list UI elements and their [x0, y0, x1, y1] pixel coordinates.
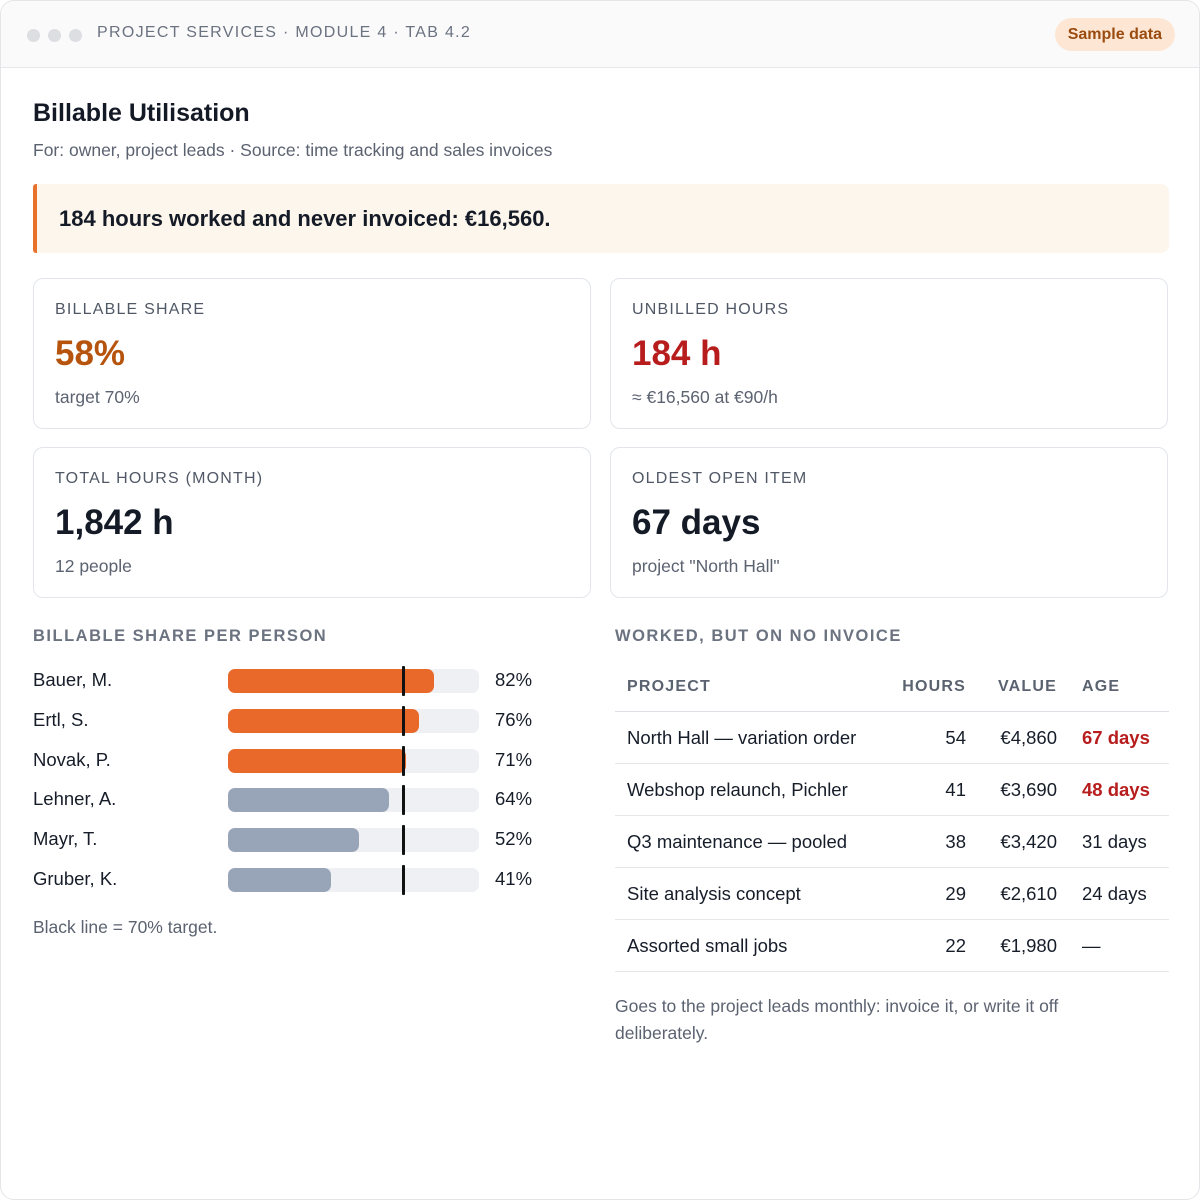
column-header-project[interactable]: PROJECT	[627, 678, 711, 695]
bar-fill	[228, 868, 331, 892]
target-line	[402, 865, 406, 895]
target-line	[402, 825, 406, 856]
cell-value: €1,980	[1000, 935, 1057, 956]
window-close-control[interactable]	[27, 29, 40, 42]
person-percent: 52%	[495, 828, 533, 850]
person-percent: 71%	[495, 748, 533, 770]
cell-age: 48 days	[1082, 779, 1150, 800]
cell-age: 31 days	[1082, 831, 1147, 852]
window-zoom-control[interactable]	[69, 29, 82, 42]
person-row: Novak, P. 71%	[33, 745, 553, 776]
cell-age: —	[1082, 935, 1101, 956]
kpi-note: target 70%	[55, 387, 140, 407]
bar-fill	[228, 708, 419, 733]
unbilled-table-title: WORKED, BUT ON NO INVOICE	[615, 627, 902, 645]
cell-value: €4,860	[1000, 727, 1057, 748]
table-row[interactable]: Webshop relaunch, Pichler 41 €3,690 48 days	[615, 764, 1169, 816]
person-name: Gruber, K.	[33, 868, 118, 889]
billable-chart-title: BILLABLE SHARE PER PERSON	[33, 627, 328, 645]
bar-fill	[228, 748, 407, 773]
cell-project: Q3 maintenance — pooled	[627, 831, 848, 852]
table-row[interactable]: North Hall — variation order 54 €4,860 67 d…	[615, 712, 1169, 764]
kpi-label: UNBILLED HOURS	[632, 301, 790, 318]
person-row: Lehner, A. 64%	[33, 785, 553, 816]
page-subtitle: For: owner, project leads · Source: time…	[33, 140, 553, 160]
bar-track	[228, 865, 479, 895]
person-row: Mayr, T. 52%	[33, 825, 553, 856]
bar-track	[228, 745, 479, 776]
cell-age: 67 days	[1082, 727, 1150, 748]
column-header-age[interactable]: AGE	[1082, 678, 1121, 695]
kpi-card-total-hours: TOTAL HOURS (MONTH) 1,842 h 12 people	[33, 447, 591, 598]
kpi-label: BILLABLE SHARE	[55, 301, 206, 318]
cell-value: €3,420	[1000, 831, 1057, 852]
title-bar: PROJECT SERVICES · MODULE 4 · TAB 4.2 Sa…	[1, 1, 1199, 68]
person-name: Ertl, S.	[33, 708, 89, 730]
person-row: Bauer, M. 82%	[33, 666, 553, 696]
kpi-note: ≈ €16,560 at €90/h	[632, 387, 778, 407]
kpi-card-oldest-open-item: OLDEST OPEN ITEM 67 days project "North …	[610, 447, 1168, 598]
bar-track	[228, 825, 479, 856]
cell-project: North Hall — variation order	[627, 727, 857, 748]
person-name: Mayr, T.	[33, 828, 98, 850]
target-line	[402, 785, 406, 816]
person-name: Novak, P.	[33, 748, 111, 770]
unbilled-work-table: PROJECT HOURS VALUE AGE North Hall — var…	[615, 665, 1169, 972]
cell-age: 24 days	[1082, 883, 1147, 904]
page-title: Billable Utilisation	[33, 99, 250, 127]
person-percent: 64%	[495, 788, 533, 810]
person-row: Gruber, K. 41%	[33, 865, 553, 895]
kpi-value: 1,842 h	[55, 503, 174, 542]
bar-fill	[228, 828, 359, 853]
bar-track	[228, 705, 479, 736]
table-footnote: Goes to the project leads monthly: invoi…	[615, 996, 1059, 1043]
cell-hours: 22	[945, 935, 966, 956]
person-percent: 82%	[495, 669, 533, 690]
column-header-hours[interactable]: HOURS	[902, 678, 966, 695]
kpi-note: 12 people	[55, 556, 132, 576]
kpi-card-billable-share: BILLABLE SHARE 58% target 70%	[33, 278, 591, 429]
cell-value: €2,610	[1000, 883, 1057, 904]
kpi-label: OLDEST OPEN ITEM	[632, 470, 808, 487]
target-line	[402, 666, 406, 696]
table-row[interactable]: Q3 maintenance — pooled 38 €3,420 31 days	[615, 816, 1169, 868]
chart-legend-note: Black line = 70% target.	[33, 917, 218, 937]
person-percent: 41%	[495, 868, 533, 889]
bar-track	[228, 785, 479, 816]
kpi-value: 67 days	[632, 503, 761, 542]
column-header-value[interactable]: VALUE	[997, 678, 1057, 695]
person-row: Ertl, S. 76%	[33, 705, 553, 736]
unbilled-alert-banner: 184 hours worked and never invoiced: €16…	[33, 184, 1169, 253]
person-percent: 76%	[495, 708, 533, 730]
cell-hours: 29	[945, 883, 966, 904]
bar-fill	[228, 788, 389, 813]
kpi-note: project "North Hall"	[632, 556, 780, 576]
kpi-value: 58%	[55, 334, 126, 373]
alert-text: 184 hours worked and never invoiced: €16…	[59, 206, 551, 231]
kpi-label: TOTAL HOURS (MONTH)	[55, 470, 264, 487]
cell-hours: 38	[945, 831, 966, 852]
sample-data-badge: Sample data	[1054, 18, 1175, 51]
cell-project: Assorted small jobs	[627, 935, 788, 956]
bar-fill	[228, 669, 434, 693]
table-row[interactable]: Assorted small jobs 22 €1,980 —	[615, 920, 1169, 972]
cell-project: Webshop relaunch, Pichler	[627, 779, 848, 800]
kpi-value: 184 h	[632, 334, 722, 373]
window-minimize-control[interactable]	[48, 29, 61, 42]
target-line	[402, 705, 406, 736]
kpi-card-unbilled-hours: UNBILLED HOURS 184 h ≈ €16,560 at €90/h	[610, 278, 1168, 429]
table-row[interactable]: Site analysis concept 29 €2,610 24 days	[615, 868, 1169, 920]
table-header: PROJECT HOURS VALUE AGE	[615, 665, 1169, 712]
person-name: Bauer, M.	[33, 669, 113, 690]
cell-project: Site analysis concept	[627, 883, 801, 904]
cell-hours: 41	[945, 779, 966, 800]
target-line	[402, 745, 406, 776]
table-body: North Hall — variation order 54 €4,860 67 d…	[615, 712, 1169, 972]
bar-track	[228, 666, 479, 696]
person-name: Lehner, A.	[33, 788, 117, 810]
cell-hours: 54	[945, 727, 966, 748]
breadcrumb: PROJECT SERVICES · MODULE 4 · TAB 4.2	[97, 24, 472, 41]
cell-value: €3,690	[1000, 779, 1057, 800]
